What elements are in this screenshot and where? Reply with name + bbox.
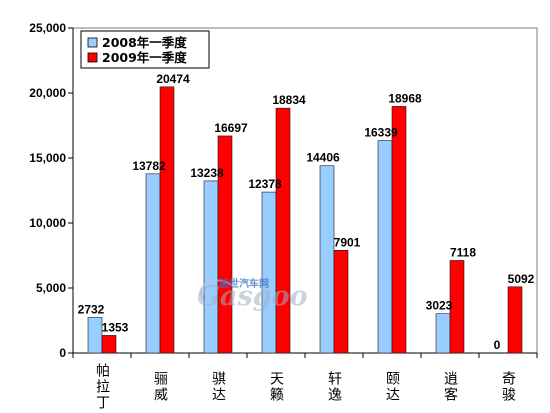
x-tick-label: 奇骏 xyxy=(500,371,516,403)
data-label-series1-cat5: 14406 xyxy=(306,151,340,165)
y-tick-label: 0 xyxy=(59,346,66,360)
bars xyxy=(87,86,523,354)
data-label-series1-cat2: 13782 xyxy=(132,159,166,173)
x-tick-label: 天籁 xyxy=(268,371,284,403)
bar-series2-cat7 xyxy=(449,260,465,354)
bar-series2-cat2 xyxy=(159,86,175,354)
bar-series2-cat8 xyxy=(507,286,523,354)
bar-series2-cat1 xyxy=(101,335,117,354)
bar-series1-cat2 xyxy=(145,173,161,354)
legend-label-series2: 2009年一季度 xyxy=(102,50,187,65)
bar-series2-cat4 xyxy=(275,107,291,354)
bar-series1-cat3 xyxy=(203,180,219,354)
bar-series1-cat4 xyxy=(261,191,277,354)
data-label-series2-cat6: 18968 xyxy=(388,91,422,105)
x-axis xyxy=(72,352,538,358)
bar-series2-cat5 xyxy=(333,249,349,354)
data-labels: 2732 13782 13238 12378 14406 16339 3023 0 1353 20… xyxy=(78,72,535,352)
x-tick-label: 逍客 xyxy=(442,371,458,403)
x-tick-label: 轩逸 xyxy=(326,371,342,403)
data-label-series2-cat7: 7118 xyxy=(450,245,476,259)
data-label-series2-cat8: 5092 xyxy=(508,272,535,286)
legend-box xyxy=(80,30,210,69)
x-tick-label: 颐达 xyxy=(384,371,400,403)
watermark-swoosh-icon xyxy=(199,279,233,299)
data-label-series1-cat6: 16339 xyxy=(364,126,398,140)
data-label-series2-cat3: 16697 xyxy=(214,121,248,135)
data-label-series1-cat1: 2732 xyxy=(78,302,105,316)
legend-swatch-series2 xyxy=(87,52,98,63)
x-tick-label: 帕拉丁 xyxy=(94,363,110,411)
bar-series2-cat6 xyxy=(391,106,407,354)
y-axis: 0 5,000 10,000 15,000 20,000 25,000 xyxy=(29,21,74,360)
data-label-series2-cat4: 18834 xyxy=(272,93,306,107)
watermark-en: Gasgoo xyxy=(197,281,308,312)
watermark-cn: 盖世汽车网 xyxy=(219,277,269,290)
bar-series1-cat6 xyxy=(377,140,393,354)
data-label-series2-cat5: 7901 xyxy=(334,235,361,249)
data-label-series2-cat2: 20474 xyxy=(156,72,190,86)
legend-label-series1: 2008年一季度 xyxy=(102,35,187,50)
y-tick-label: 25,000 xyxy=(29,21,66,35)
y-tick-label: 5,000 xyxy=(36,281,66,295)
bar-series1-cat5 xyxy=(319,165,335,354)
legend-swatch-series1 xyxy=(87,37,98,48)
data-label-series1-cat4: 12378 xyxy=(248,177,282,191)
x-tick-label: 骊威 xyxy=(152,371,168,403)
data-label-series2-cat1: 1353 xyxy=(102,320,129,334)
bar-series2-cat3 xyxy=(217,135,233,354)
data-label-series1-cat7: 3023 xyxy=(426,299,453,313)
y-tick-label: 15,000 xyxy=(29,151,66,165)
data-label-series1-cat3: 13238 xyxy=(190,166,224,180)
y-tick-label: 20,000 xyxy=(29,86,66,100)
x-tick-label: 骐达 xyxy=(210,371,226,403)
bar-series1-cat1 xyxy=(87,317,103,354)
y-tick-label: 10,000 xyxy=(29,216,66,230)
data-label-series1-cat8: 0 xyxy=(494,338,501,352)
bar-series1-cat7 xyxy=(435,313,451,354)
